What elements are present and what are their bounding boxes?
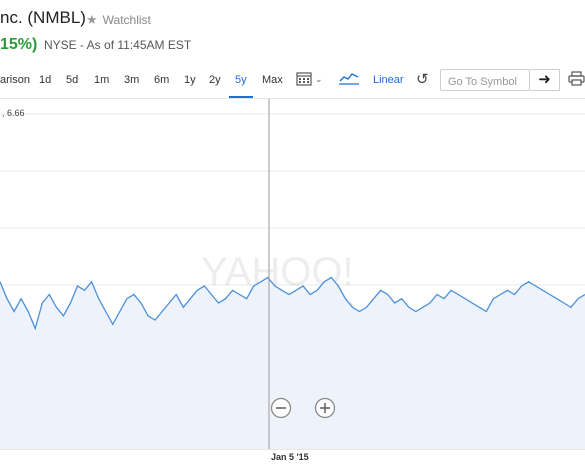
range-1d[interactable]: 1d <box>39 74 52 86</box>
range-5d[interactable]: 5d <box>66 74 79 86</box>
star-icon: ★ <box>86 12 98 27</box>
arrow-right-icon[interactable]: ➜ <box>530 69 560 91</box>
watchlist-button[interactable]: ★ Watchlist <box>86 12 151 28</box>
print-icon[interactable] <box>568 71 585 86</box>
range-6m[interactable]: 6m <box>154 74 170 86</box>
scale-linear-button[interactable]: Linear <box>373 74 404 86</box>
zoom-out-button[interactable] <box>270 397 292 419</box>
price-label: , 6.66 <box>2 108 25 118</box>
change-percent: 15%) <box>0 36 38 53</box>
range-max[interactable]: Max <box>262 74 283 86</box>
price-chart[interactable]: , 6.66 YAHOO! FINANCE Jan 5 '15 <box>0 99 585 467</box>
zoom-in-button[interactable] <box>314 397 336 419</box>
chart-toolbar: arison 1d 5d 1m 3m 6m 1y 2y 5y Max ⌄ Lin… <box>0 64 585 99</box>
exchange-info: NYSE - As of 11:45AM EST <box>44 38 192 52</box>
calendar-icon[interactable] <box>296 71 312 86</box>
chart-type-icon[interactable] <box>339 71 359 85</box>
range-1y[interactable]: 1y <box>184 74 196 86</box>
reset-icon[interactable]: ↺ <box>416 71 429 88</box>
watchlist-label: Watchlist <box>102 13 151 27</box>
active-range-indicator <box>229 96 253 98</box>
chevron-down-icon[interactable]: ⌄ <box>315 74 323 84</box>
stock-title: nc. (NMBL) <box>0 8 86 27</box>
range-2y[interactable]: 2y <box>209 74 221 86</box>
compare-button[interactable]: arison <box>0 74 30 86</box>
range-5y[interactable]: 5y <box>235 74 247 86</box>
price-area <box>0 277 585 449</box>
range-1m[interactable]: 1m <box>94 74 110 86</box>
range-3m[interactable]: 3m <box>124 74 140 86</box>
price-line <box>0 276 585 331</box>
symbol-search-input[interactable] <box>440 69 530 91</box>
x-axis-date-label: Jan 5 '15 <box>271 452 309 462</box>
